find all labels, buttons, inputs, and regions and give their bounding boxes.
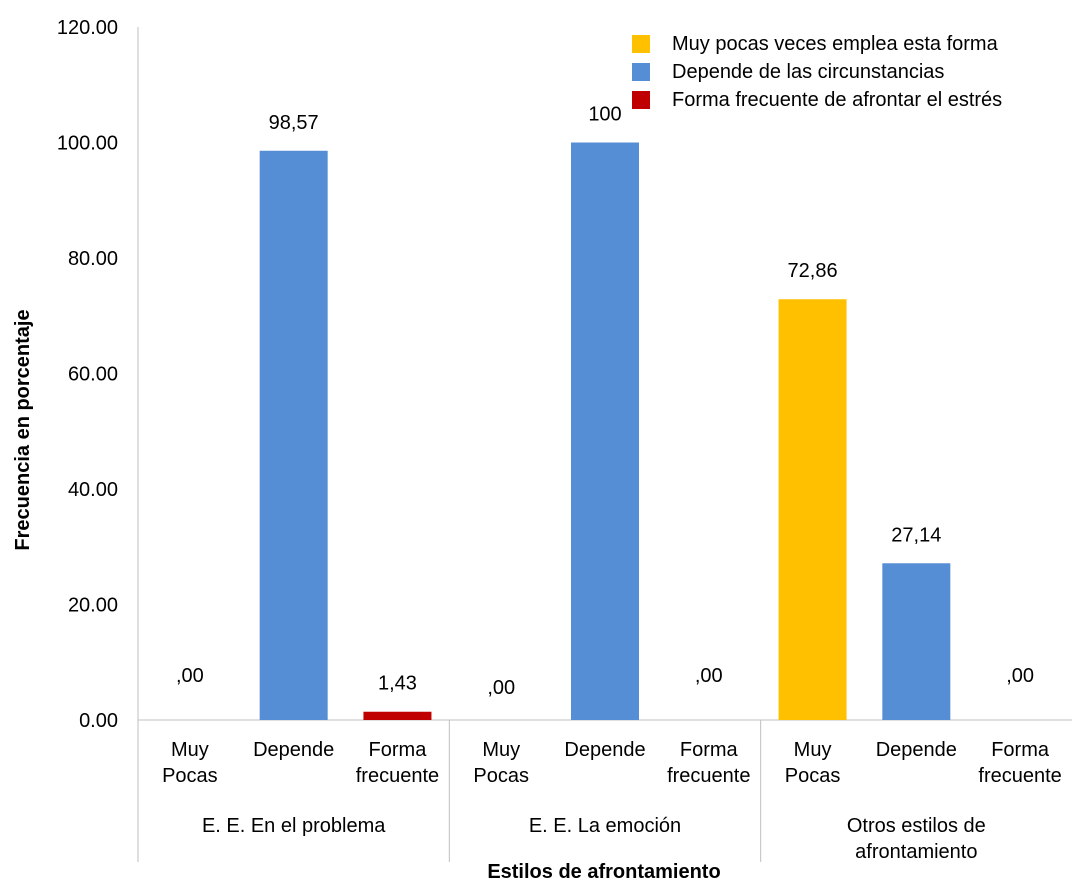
data-label: 1,43 xyxy=(378,673,417,695)
y-tick-label: 120.00 xyxy=(57,17,118,39)
data-label: ,00 xyxy=(1006,665,1034,687)
x-group-label: Otros estilos de xyxy=(847,815,986,837)
y-tick-label: 20.00 xyxy=(68,595,118,617)
x-category-label: Muy xyxy=(482,739,520,761)
y-tick-label: 40.00 xyxy=(68,479,118,501)
data-label: ,00 xyxy=(487,677,515,699)
y-tick-label: 0.00 xyxy=(79,710,118,732)
data-label: 27,14 xyxy=(891,524,941,546)
bars xyxy=(259,142,951,721)
legend-swatch xyxy=(632,91,650,109)
y-tick-label: 60.00 xyxy=(68,364,118,386)
x-category-label: Muy xyxy=(794,739,832,761)
x-category-label: Forma xyxy=(991,739,1050,761)
x-category-label: frecuente xyxy=(978,765,1061,787)
x-category-label: frecuente xyxy=(667,765,750,787)
data-label: 100 xyxy=(588,104,621,126)
bar xyxy=(363,711,432,720)
x-category-label: frecuente xyxy=(356,765,439,787)
legend-label: Muy pocas veces emplea esta forma xyxy=(672,33,998,55)
legend-swatch xyxy=(632,63,650,81)
legend: Muy pocas veces emplea esta forma Depende… xyxy=(632,30,1002,114)
legend-item: Muy pocas veces emplea esta forma xyxy=(632,30,1002,58)
x-category-label: Pocas xyxy=(162,765,218,787)
bar xyxy=(778,299,847,720)
bar xyxy=(882,563,951,720)
bar xyxy=(571,142,639,720)
x-category-label: Depende xyxy=(564,739,645,761)
x-category-label: Pocas xyxy=(473,765,529,787)
y-axis-ticks: 0.00 20.00 40.00 60.00 80.00 100.00 120.00 xyxy=(57,17,118,732)
data-label: ,00 xyxy=(695,665,723,687)
legend-label: Forma frecuente de afrontar el estrés xyxy=(672,89,1003,111)
x-group-label: E. E. La emoción xyxy=(529,815,681,837)
data-labels: ,00 98,57 1,43 ,00 100 ,00 72,86 27,14 ,00 xyxy=(176,104,1034,700)
x-category-label: Forma xyxy=(369,739,428,761)
legend-item: Depende de las circunstancias xyxy=(632,58,1002,86)
data-label: 72,86 xyxy=(788,260,838,282)
legend-label: Depende de las circunstancias xyxy=(672,61,945,83)
x-category-label: Depende xyxy=(876,739,957,761)
y-axis-title: Frecuencia en porcentaje xyxy=(12,309,34,550)
x-group-label: afrontamiento xyxy=(855,841,977,863)
data-label: 98,57 xyxy=(269,112,319,134)
y-tick-label: 100.00 xyxy=(57,133,118,155)
x-category-label: Muy xyxy=(171,739,209,761)
data-label: ,00 xyxy=(176,665,204,687)
x-axis-categories: Muy Pocas Depende Forma frecuente E. E. En el… xyxy=(162,739,1062,863)
x-category-label: Forma xyxy=(680,739,739,761)
legend-swatch xyxy=(632,35,650,53)
x-category-label: Depende xyxy=(253,739,334,761)
bar xyxy=(259,150,328,721)
x-axis-title: Estilos de afrontamiento xyxy=(487,861,720,883)
y-tick-label: 80.00 xyxy=(68,248,118,270)
x-category-label: Pocas xyxy=(785,765,841,787)
x-group-label: E. E. En el problema xyxy=(202,815,386,837)
legend-item: Forma frecuente de afrontar el estrés xyxy=(632,86,1002,114)
